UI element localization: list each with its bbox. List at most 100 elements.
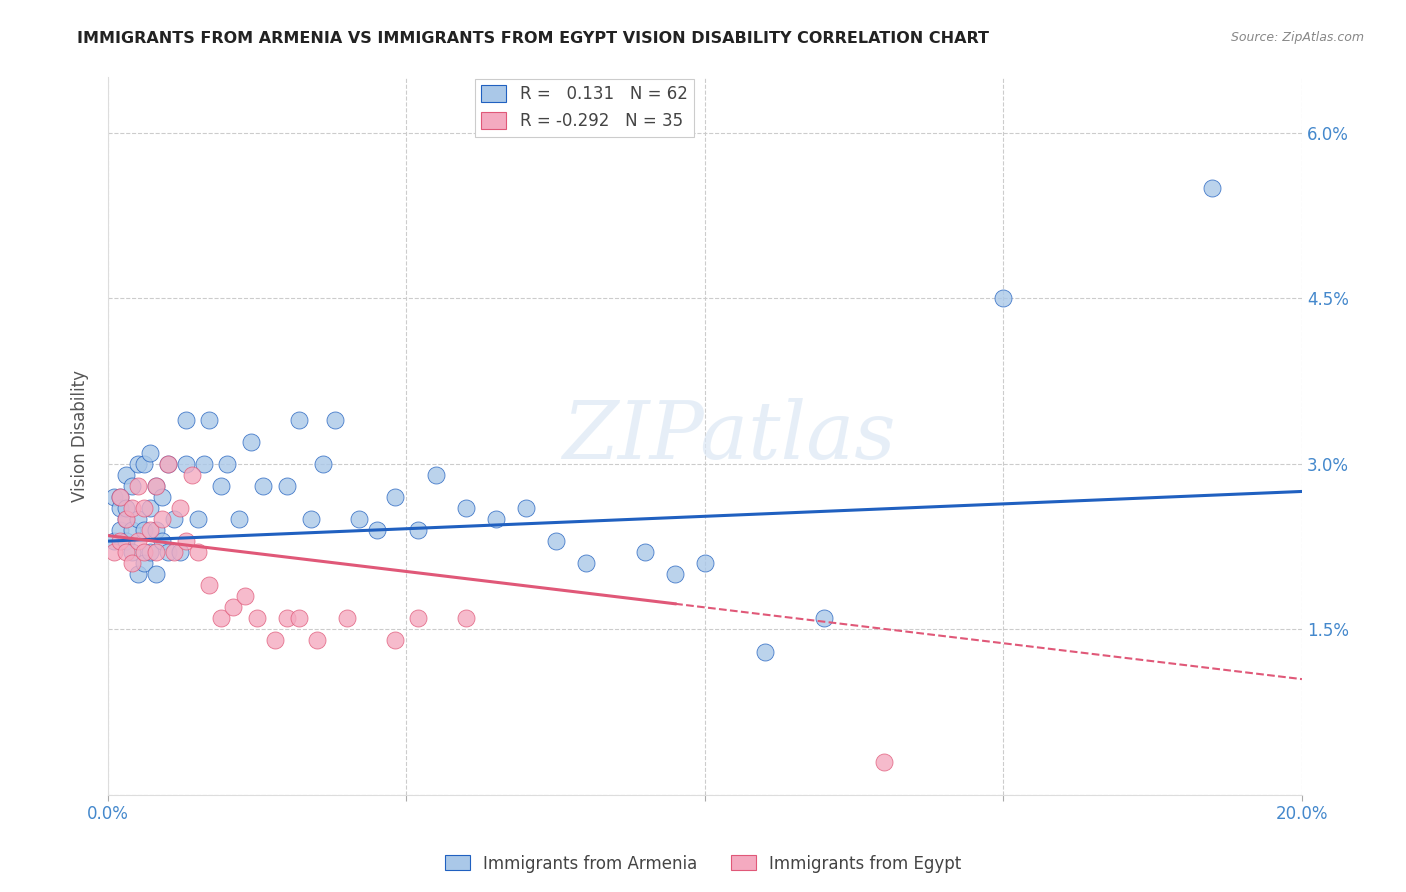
Point <box>169 545 191 559</box>
Point <box>288 413 311 427</box>
Point <box>145 567 167 582</box>
Point <box>813 611 835 625</box>
Point <box>198 413 221 427</box>
Point <box>145 523 167 537</box>
Point <box>193 457 215 471</box>
Point <box>150 534 173 549</box>
Point <box>634 545 657 559</box>
Point <box>252 479 274 493</box>
Point <box>515 501 537 516</box>
Point <box>456 501 478 516</box>
Point <box>115 467 138 482</box>
Point <box>145 479 167 493</box>
Point <box>145 545 167 559</box>
Point <box>276 611 298 625</box>
Point <box>108 523 131 537</box>
Point <box>222 600 245 615</box>
Point <box>174 457 197 471</box>
Point <box>384 490 406 504</box>
Point <box>121 545 143 559</box>
Point <box>121 556 143 570</box>
Point <box>103 490 125 504</box>
Point <box>408 523 430 537</box>
Point <box>186 545 208 559</box>
Point <box>115 534 138 549</box>
Point <box>209 479 232 493</box>
Point <box>108 534 131 549</box>
Point <box>384 633 406 648</box>
Point <box>121 501 143 516</box>
Point <box>873 755 896 769</box>
Point <box>108 490 131 504</box>
Point <box>163 512 186 526</box>
Point <box>408 611 430 625</box>
Point <box>754 644 776 658</box>
Point <box>456 611 478 625</box>
Point <box>127 567 149 582</box>
Legend: Immigrants from Armenia, Immigrants from Egypt: Immigrants from Armenia, Immigrants from… <box>439 848 967 880</box>
Point <box>233 590 256 604</box>
Point <box>366 523 388 537</box>
Point <box>425 467 447 482</box>
Point <box>127 479 149 493</box>
Point <box>156 545 179 559</box>
Point <box>664 567 686 582</box>
Point <box>336 611 359 625</box>
Point <box>485 512 508 526</box>
Text: ZIPatlas: ZIPatlas <box>562 398 896 475</box>
Point <box>145 479 167 493</box>
Text: IMMIGRANTS FROM ARMENIA VS IMMIGRANTS FROM EGYPT VISION DISABILITY CORRELATION C: IMMIGRANTS FROM ARMENIA VS IMMIGRANTS FR… <box>77 31 990 46</box>
Point <box>132 545 155 559</box>
Point <box>163 545 186 559</box>
Point <box>139 446 162 460</box>
Point <box>240 434 263 449</box>
Point <box>103 545 125 559</box>
Point <box>108 490 131 504</box>
Point <box>139 501 162 516</box>
Point <box>228 512 250 526</box>
Point <box>127 512 149 526</box>
Point <box>323 413 346 427</box>
Point <box>127 534 149 549</box>
Point <box>169 501 191 516</box>
Point <box>132 556 155 570</box>
Point <box>288 611 311 625</box>
Point <box>139 523 162 537</box>
Point <box>115 545 138 559</box>
Point <box>574 556 596 570</box>
Point <box>139 545 162 559</box>
Point <box>347 512 370 526</box>
Point <box>115 512 138 526</box>
Point <box>132 457 155 471</box>
Point <box>312 457 335 471</box>
Point <box>132 523 155 537</box>
Point <box>174 534 197 549</box>
Point <box>305 633 328 648</box>
Point <box>180 467 202 482</box>
Point <box>156 457 179 471</box>
Point <box>127 457 149 471</box>
Point <box>150 490 173 504</box>
Point <box>544 534 567 549</box>
Point <box>993 291 1015 305</box>
Point <box>264 633 287 648</box>
Point <box>276 479 298 493</box>
Point <box>209 611 232 625</box>
Point <box>1201 181 1223 195</box>
Point <box>156 457 179 471</box>
Text: Source: ZipAtlas.com: Source: ZipAtlas.com <box>1230 31 1364 45</box>
Y-axis label: Vision Disability: Vision Disability <box>72 370 89 502</box>
Point <box>246 611 269 625</box>
Point <box>693 556 716 570</box>
Legend: R =   0.131   N = 62, R = -0.292   N = 35: R = 0.131 N = 62, R = -0.292 N = 35 <box>474 78 695 136</box>
Point <box>299 512 322 526</box>
Point <box>121 523 143 537</box>
Point <box>132 501 155 516</box>
Point <box>174 413 197 427</box>
Point <box>115 501 138 516</box>
Point <box>108 501 131 516</box>
Point <box>121 479 143 493</box>
Point <box>198 578 221 592</box>
Point <box>217 457 239 471</box>
Point <box>103 534 125 549</box>
